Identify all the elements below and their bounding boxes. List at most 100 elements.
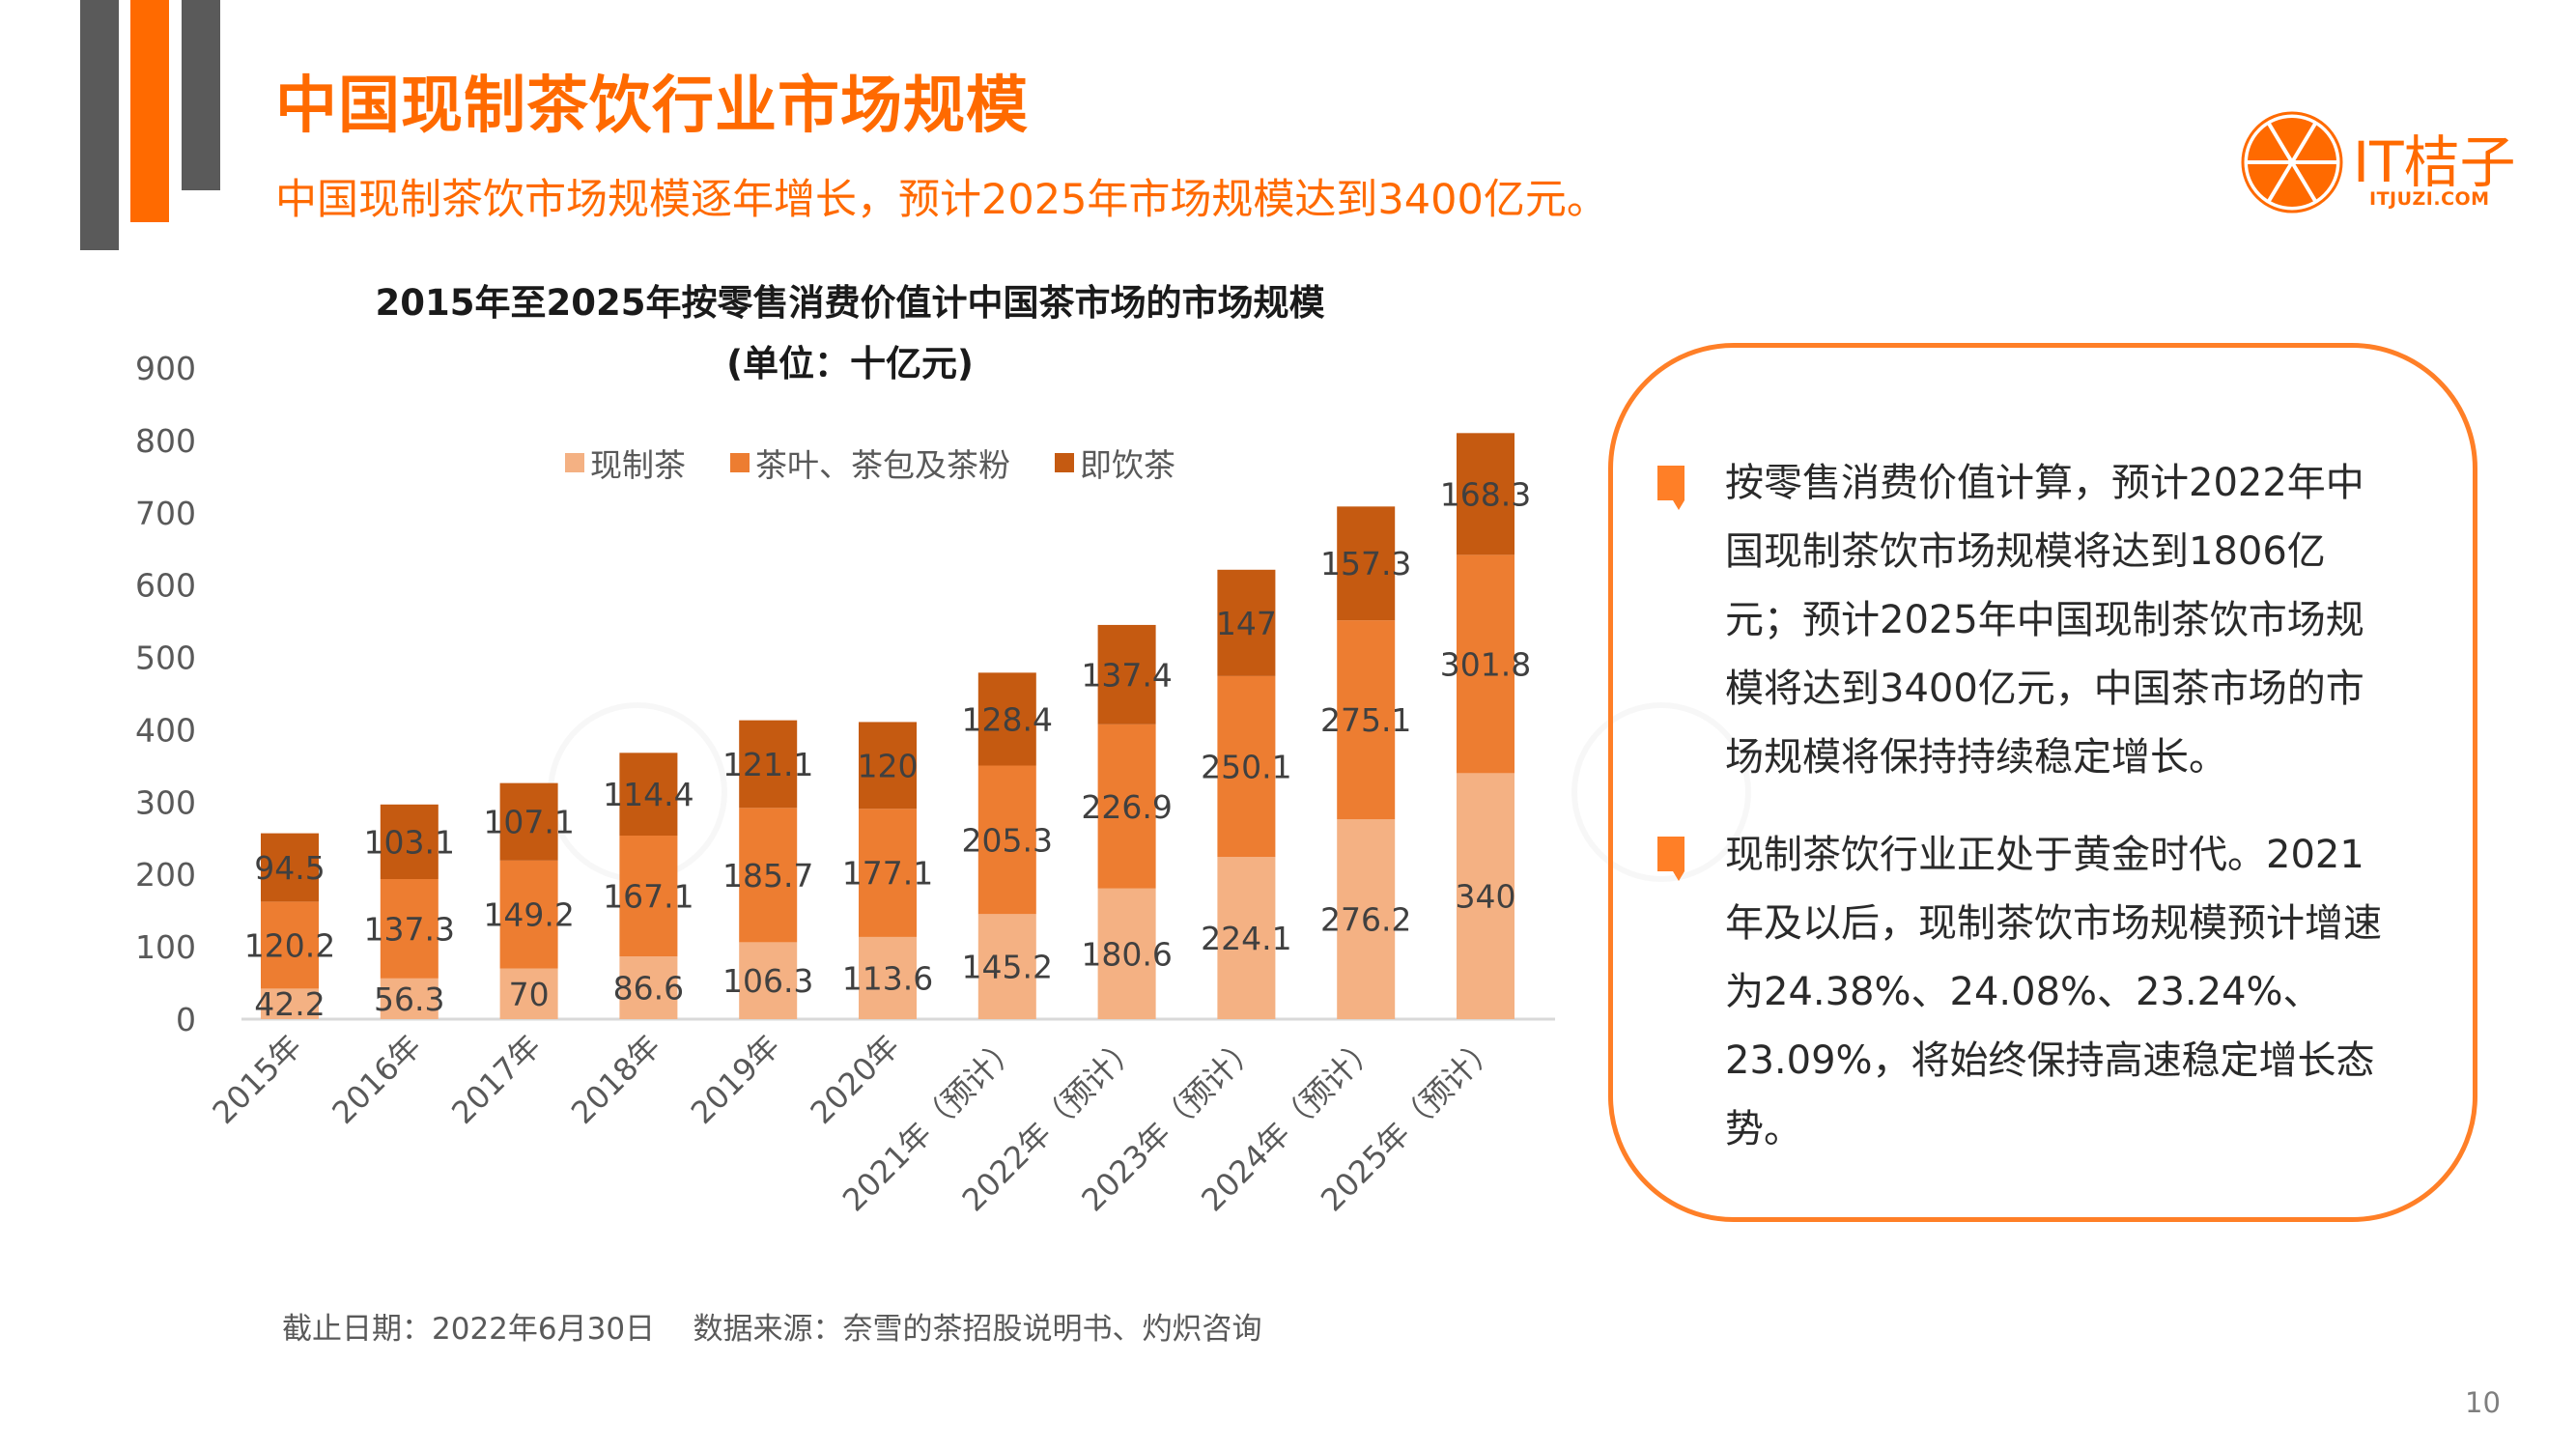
bar-segment	[261, 988, 319, 1019]
speech-bubble-icon	[1657, 466, 1684, 510]
logo-name: IT桔子	[2353, 129, 2516, 195]
data-label: 113.6	[842, 959, 933, 997]
bar-segment	[619, 956, 678, 1019]
data-label: 301.8	[1440, 645, 1531, 683]
legend-item: 即饮茶	[1055, 440, 1175, 486]
bar-segment	[499, 968, 558, 1019]
data-label: 137.4	[1081, 656, 1172, 694]
decor-bar-orange	[130, 0, 169, 222]
decor-bar-gray-left	[80, 0, 119, 250]
data-label: 226.9	[1081, 788, 1172, 826]
data-label: 70	[509, 976, 550, 1013]
page-number: 10	[2465, 1386, 2501, 1419]
y-tick-label: 100	[135, 928, 196, 966]
x-tick-label: 2016年	[325, 1028, 428, 1131]
bar-segment	[619, 836, 678, 957]
data-label: 149.2	[483, 896, 574, 934]
bar-segment	[1337, 506, 1396, 621]
chart-legend: 现制茶 茶叶、茶包及茶粉 即饮茶	[565, 440, 1175, 486]
data-label: 106.3	[722, 962, 813, 1000]
y-tick-label: 800	[135, 422, 196, 460]
y-tick-label: 900	[135, 350, 196, 387]
data-label: 103.1	[364, 823, 455, 861]
data-label: 121.1	[722, 746, 813, 783]
bar-segment	[859, 722, 917, 810]
page-title: 中国现制茶饮行业市场规模	[275, 71, 1029, 142]
bar-segment	[619, 753, 678, 837]
insight-box	[1608, 343, 2477, 1222]
bar-segment	[1217, 857, 1276, 1019]
data-label: 56.3	[374, 980, 444, 1018]
y-tick-label: 600	[135, 567, 196, 605]
y-tick-label: 0	[176, 1001, 196, 1038]
data-label: 120.2	[244, 926, 335, 964]
data-label: 94.5	[254, 849, 325, 887]
bar-segment	[261, 901, 319, 989]
bar-segment	[739, 808, 798, 943]
bar-segment	[977, 765, 1036, 915]
y-tick-label: 300	[135, 783, 196, 821]
x-tick-label: 2017年	[444, 1028, 548, 1131]
bar-segment	[1097, 724, 1156, 889]
data-label: 168.3	[1440, 475, 1531, 513]
bar-segment	[499, 782, 558, 861]
data-label: 86.6	[613, 970, 684, 1008]
data-label: 340	[1456, 878, 1516, 916]
insight-text: 按零售消费价值计算，预计2022年中国现制茶饮市场规模将达到1806亿元；预计2…	[1725, 461, 2364, 780]
legend-swatch	[1055, 453, 1074, 472]
bar-segment	[977, 672, 1036, 766]
orange-slice-icon	[2241, 111, 2343, 213]
logo-url: ITJUZI.COM	[2369, 188, 2490, 210]
bar-segment	[739, 720, 798, 809]
legend-label: 现制茶	[590, 446, 686, 484]
data-label: 107.1	[483, 804, 574, 841]
data-label: 145.2	[962, 949, 1053, 986]
stacked-bar-chart: 0 100 200 300 400 500 600 700 800 900 42.2 120.2 94.…	[135, 350, 1555, 1218]
chart-title: 2015年至2025年按零售消费价值计中国茶市场的市场规模	[375, 282, 1325, 324]
y-tick-label: 400	[135, 711, 196, 749]
legend-label: 茶叶、茶包及茶粉	[755, 446, 1010, 484]
decor-bar-gray-right	[182, 0, 220, 190]
y-tick-label: 700	[135, 495, 196, 532]
x-tick-label: 2020年	[804, 1028, 907, 1131]
legend-item: 现制茶	[565, 440, 686, 486]
legend-item: 茶叶、茶包及茶粉	[730, 440, 1010, 486]
bar-segment	[380, 804, 439, 880]
legend-label: 即饮茶	[1080, 446, 1175, 484]
bar-segment	[1457, 554, 1514, 774]
data-label: 157.3	[1320, 545, 1411, 582]
source-footnote: 截止日期：2022年6月30日 数据来源：奈雪的茶招股说明书、灼炽咨询	[282, 1312, 1262, 1347]
legend-swatch	[565, 453, 584, 472]
bar-segment	[1337, 819, 1396, 1019]
data-label: 180.6	[1081, 935, 1172, 973]
bar-segment	[380, 879, 439, 979]
data-label: 128.4	[962, 700, 1053, 738]
chart-unit: (单位：十亿元)	[726, 343, 974, 384]
bar-segment	[977, 914, 1036, 1019]
x-tick-label: 2018年	[564, 1028, 667, 1131]
bar-segment	[859, 936, 917, 1019]
speech-bubble-icon	[1657, 837, 1684, 881]
bar-segment	[1337, 620, 1396, 820]
bar-segment	[1457, 773, 1514, 1019]
page-subtitle: 中国现制茶饮市场规模逐年增长，预计2025年市场规模达到3400亿元。	[275, 176, 1608, 224]
data-label: 224.1	[1201, 920, 1291, 957]
data-label: 147	[1216, 605, 1277, 642]
legend-swatch	[730, 453, 750, 472]
data-label: 276.2	[1320, 901, 1411, 939]
data-label: 275.1	[1320, 701, 1411, 739]
data-label: 205.3	[962, 821, 1053, 859]
data-label: 42.2	[254, 985, 325, 1023]
insight-text: 现制茶饮行业正处于黄金时代。2021年及以后，现制茶饮市场规模预计增速为24.3…	[1725, 833, 2382, 1151]
x-tick-label: 2015年	[206, 1028, 309, 1131]
bar-segment	[1097, 888, 1156, 1019]
bar-segment	[380, 978, 439, 1019]
bar-segment	[1217, 569, 1276, 676]
bar-segment	[1097, 624, 1156, 724]
bar-segment	[261, 833, 319, 902]
x-tick-label: 2019年	[684, 1028, 787, 1131]
data-label: 120	[858, 747, 919, 784]
y-tick-label: 500	[135, 639, 196, 677]
data-label: 185.7	[722, 857, 813, 895]
bar-segment	[1457, 433, 1514, 555]
